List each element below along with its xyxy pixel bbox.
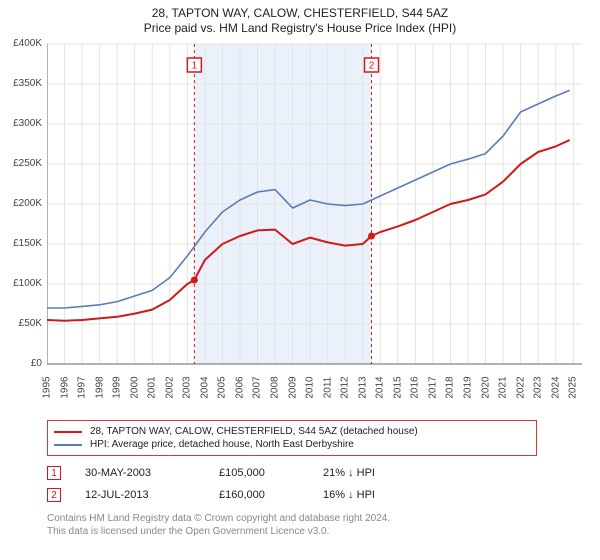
sale-marker-1: 1: [47, 466, 61, 480]
y-tick-label: £200K: [2, 198, 42, 209]
legend-row: 28, TAPTON WAY, CALOW, CHESTERFIELD, S44…: [54, 425, 530, 438]
y-tick-label: £150K: [2, 238, 42, 249]
legend-label: HPI: Average price, detached house, Nort…: [90, 439, 354, 450]
legend-box: 28, TAPTON WAY, CALOW, CHESTERFIELD, S44…: [47, 420, 537, 456]
svg-text:1: 1: [192, 61, 198, 72]
footer-line1: Contains HM Land Registry data © Crown c…: [47, 512, 567, 525]
chart-svg: 12: [47, 40, 582, 400]
page-subtitle: Price paid vs. HM Land Registry's House …: [0, 21, 600, 36]
sale-marker-2: 2: [47, 488, 61, 502]
y-tick-label: £100K: [2, 278, 42, 289]
sale-price: £105,000: [219, 467, 299, 479]
table-row: 1 30-MAY-2003 £105,000 21% ↓ HPI: [47, 462, 537, 484]
legend-swatch: [54, 444, 82, 446]
footer-line2: This data is licensed under the Open Gov…: [47, 525, 567, 538]
sale-date: 30-MAY-2003: [85, 467, 195, 479]
sales-table: 1 30-MAY-2003 £105,000 21% ↓ HPI 2 12-JU…: [47, 462, 537, 506]
legend-swatch: [54, 431, 82, 433]
y-tick-label: £0: [2, 358, 42, 369]
legend-label: 28, TAPTON WAY, CALOW, CHESTERFIELD, S44…: [90, 426, 418, 437]
svg-text:2: 2: [369, 61, 375, 72]
y-tick-label: £300K: [2, 118, 42, 129]
sale-price: £160,000: [219, 489, 299, 501]
y-tick-label: £50K: [2, 318, 42, 329]
y-tick-label: £400K: [2, 38, 42, 49]
sale-date: 12-JUL-2013: [85, 489, 195, 501]
page-title: 28, TAPTON WAY, CALOW, CHESTERFIELD, S44…: [0, 6, 600, 21]
table-row: 2 12-JUL-2013 £160,000 16% ↓ HPI: [47, 484, 537, 506]
y-tick-label: £250K: [2, 158, 42, 169]
footer-attribution: Contains HM Land Registry data © Crown c…: [47, 512, 567, 538]
sale-delta: 16% ↓ HPI: [323, 489, 423, 501]
sale-delta: 21% ↓ HPI: [323, 467, 423, 479]
y-tick-label: £350K: [2, 78, 42, 89]
legend-row: HPI: Average price, detached house, Nort…: [54, 438, 530, 451]
chart-plot-area: 12: [47, 40, 582, 400]
